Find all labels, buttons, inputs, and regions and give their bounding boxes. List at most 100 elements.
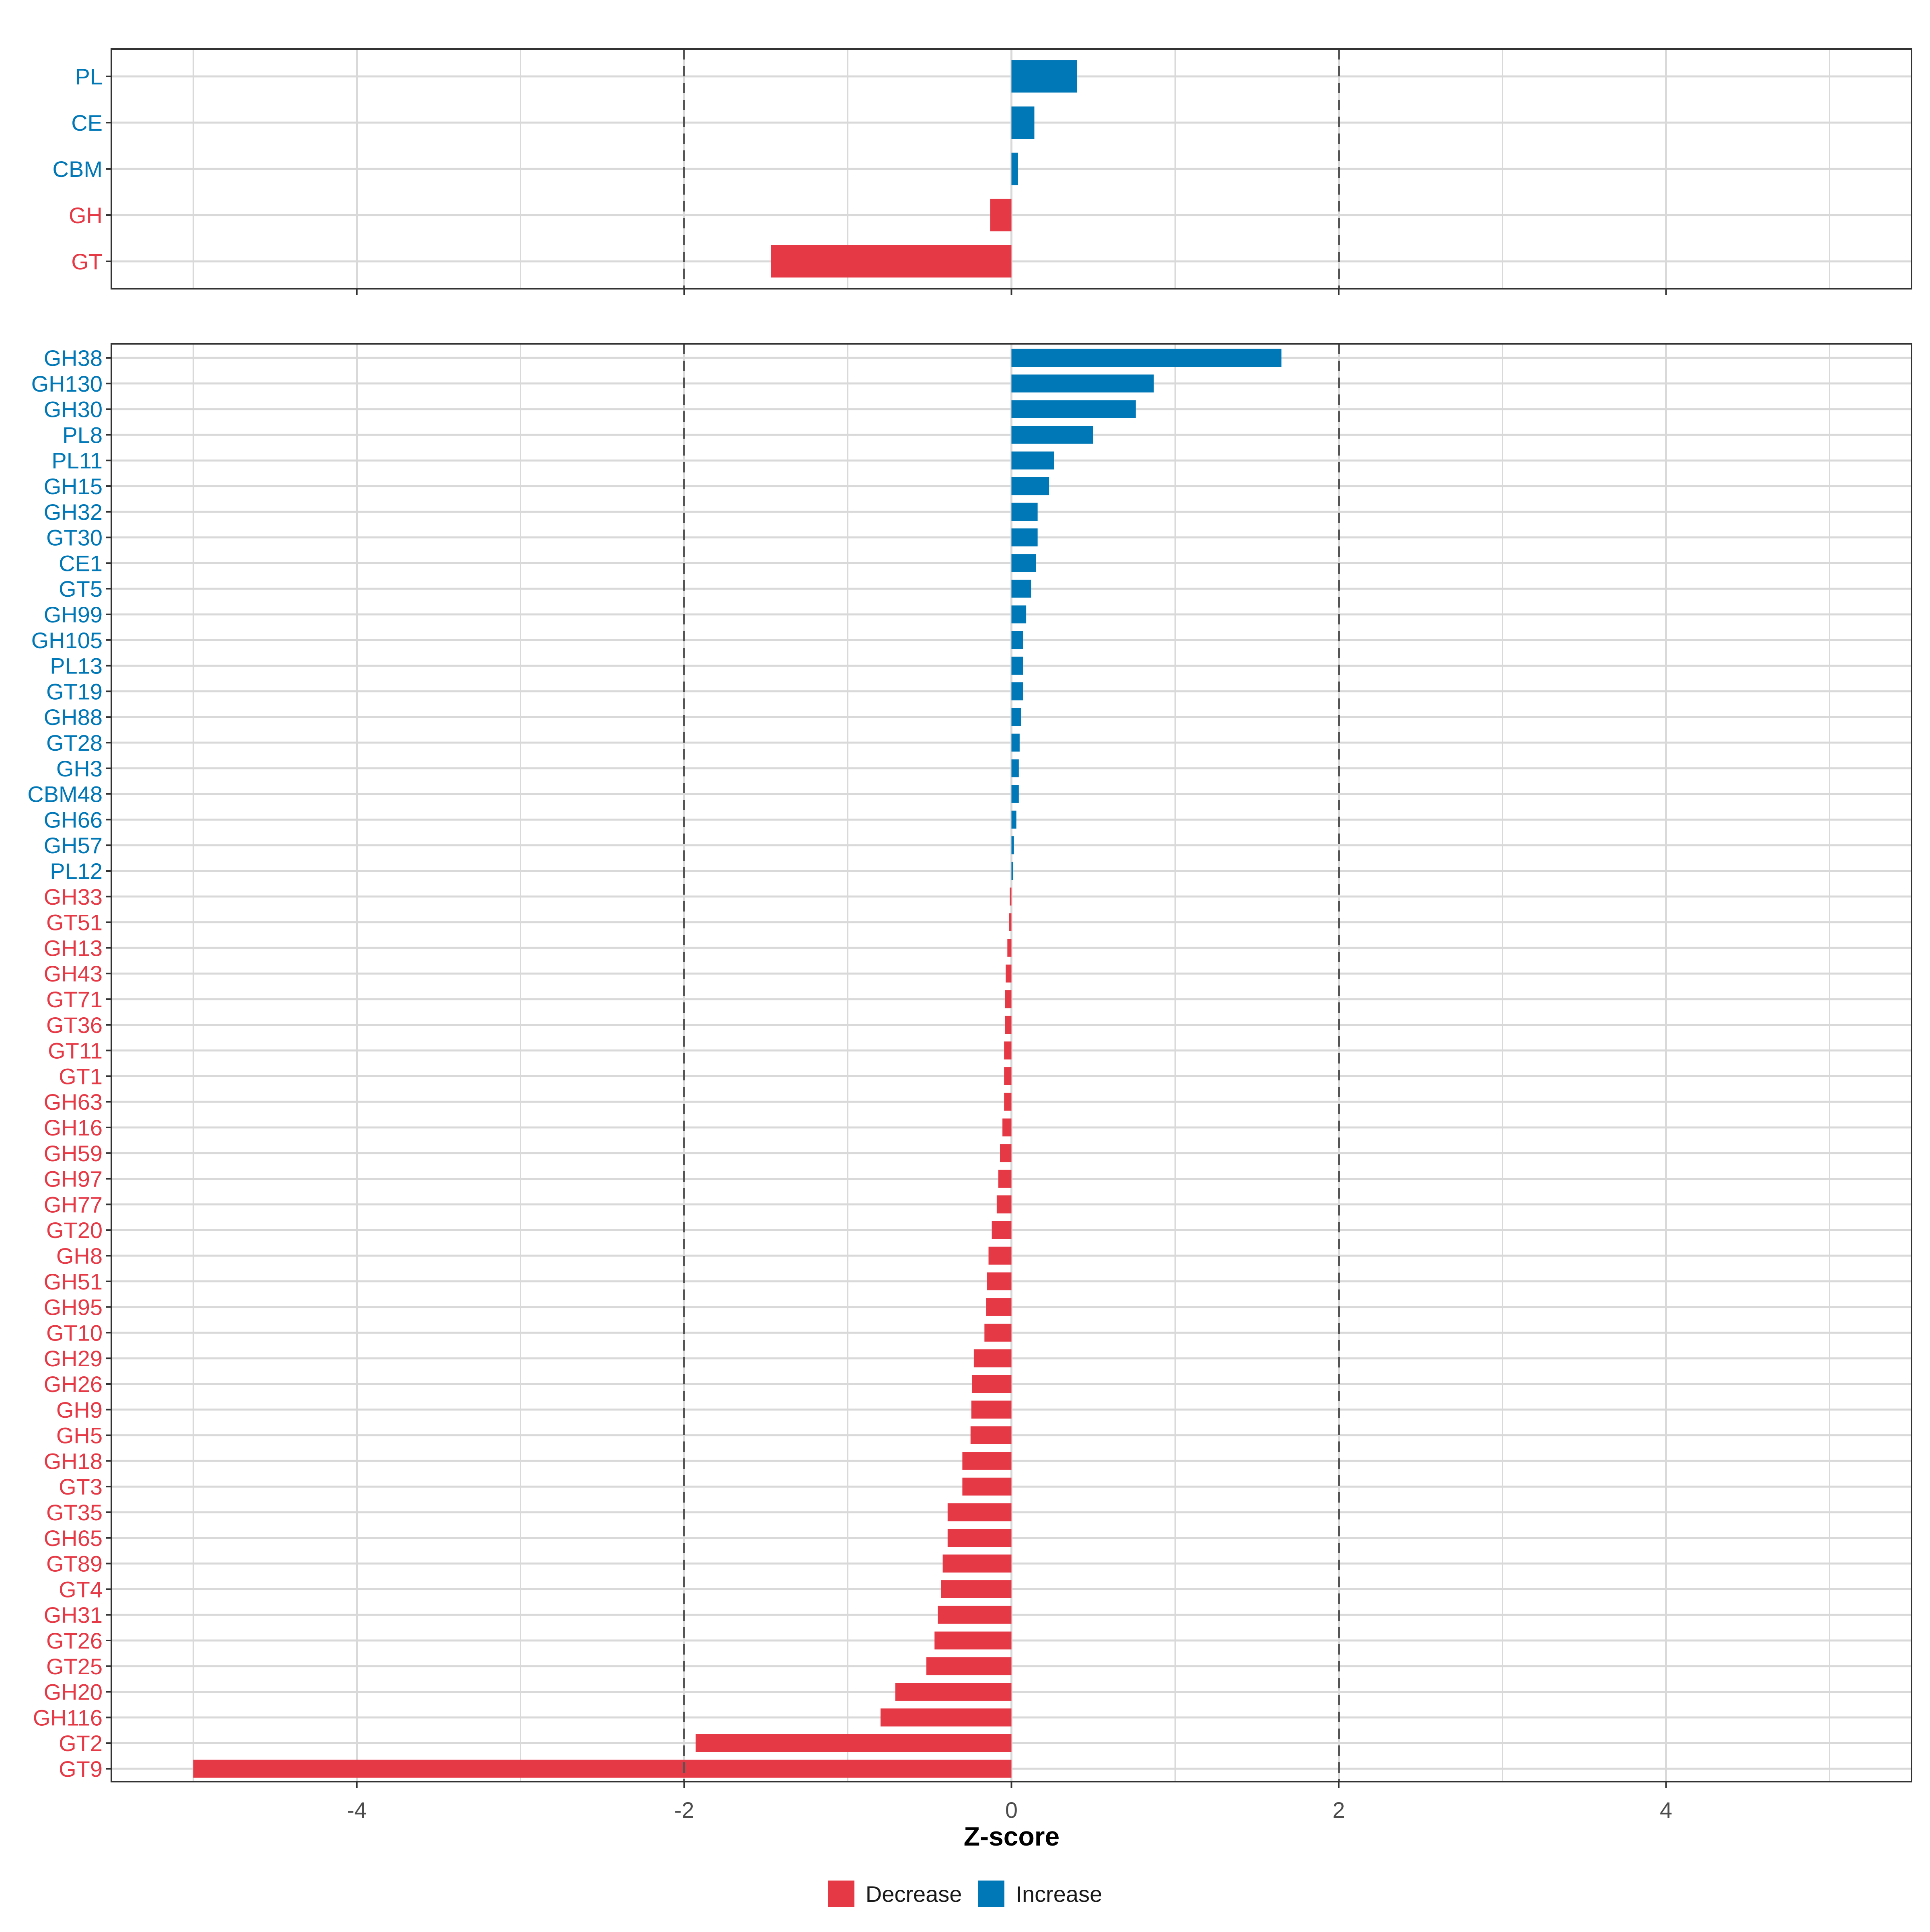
bar-gt71 [1005, 990, 1012, 1008]
y-label-ce1: CE1 [59, 550, 103, 576]
y-label-gh97: GH97 [44, 1166, 103, 1192]
y-label-gt20: GT20 [46, 1218, 103, 1243]
y-label-gt71: GT71 [46, 987, 103, 1012]
y-label-gh5: GH5 [56, 1423, 103, 1448]
y-label-gt9: GT9 [59, 1756, 103, 1782]
bar-gh5 [970, 1426, 1012, 1444]
y-label-gh95: GH95 [44, 1295, 103, 1320]
legend-swatch-increase [978, 1881, 1005, 1907]
bar-gh66 [1011, 811, 1016, 829]
legend: Decrease Increase [0, 1874, 1930, 1914]
bar-ce1 [1011, 554, 1036, 572]
y-label-gh26: GH26 [44, 1371, 103, 1397]
y-label-gh77: GH77 [44, 1192, 103, 1217]
bar-pl13 [1011, 657, 1023, 675]
bar-gh3 [1011, 759, 1019, 778]
bar-gt [771, 245, 1012, 278]
y-label-gt11: GT11 [48, 1038, 103, 1064]
y-label-gh18: GH18 [44, 1448, 103, 1474]
bar-gh9 [971, 1400, 1012, 1419]
bar-ce [1011, 106, 1035, 139]
y-label-gt1: GT1 [59, 1064, 103, 1089]
y-label-cbm48: CBM48 [27, 782, 103, 807]
y-label-gt35: GT35 [46, 1500, 103, 1525]
y-label-gt4: GT4 [59, 1577, 103, 1602]
bar-gh59 [1000, 1144, 1012, 1162]
y-label-pl11: PL11 [51, 448, 103, 473]
bar-gt4 [941, 1580, 1012, 1598]
y-label-gh51: GH51 [44, 1269, 103, 1294]
bar-gh77 [996, 1195, 1012, 1213]
y-label-gh: GH [69, 203, 103, 228]
bar-gh116 [880, 1708, 1012, 1727]
y-label-gh130: GH130 [31, 371, 103, 396]
bar-gt3 [962, 1477, 1012, 1496]
bar-gt9 [193, 1760, 1012, 1778]
bar-gh95 [986, 1298, 1012, 1316]
y-label-gh43: GH43 [44, 961, 103, 986]
bar-pl [1011, 60, 1077, 93]
bar-gh13 [1007, 939, 1012, 957]
y-label-gt36: GT36 [46, 1012, 103, 1038]
y-label-gh8: GH8 [56, 1243, 103, 1269]
bar-gt36 [1005, 1016, 1012, 1034]
y-label-gh65: GH65 [44, 1525, 103, 1551]
bar-gh26 [972, 1375, 1012, 1393]
bar-gh51 [987, 1272, 1012, 1291]
bar-pl12 [1011, 862, 1013, 880]
y-label-gh31: GH31 [44, 1602, 103, 1628]
bar-gh99 [1011, 605, 1027, 624]
bar-gh38 [1011, 349, 1282, 367]
y-label-gt10: GT10 [46, 1320, 103, 1345]
legend-label-decrease: Decrease [865, 1881, 962, 1907]
legend-item-decrease: Decrease [827, 1881, 962, 1907]
y-label-gt19: GT19 [46, 679, 103, 704]
y-label-pl8: PL8 [62, 422, 103, 448]
x-axis-title: Z-score [964, 1821, 1059, 1851]
bar-gt1 [1004, 1067, 1012, 1085]
y-label-gh105: GH105 [31, 628, 103, 653]
y-label-gh3: GH3 [56, 756, 103, 781]
bar-gh88 [1011, 708, 1021, 726]
y-label-gh30: GH30 [44, 397, 103, 422]
bar-gt5 [1011, 579, 1031, 598]
y-label-gt2: GT2 [59, 1731, 103, 1756]
y-label-gh9: GH9 [56, 1397, 103, 1423]
y-label-gt26: GT26 [46, 1628, 103, 1653]
y-label-gh63: GH63 [44, 1089, 103, 1115]
bar-gt20 [992, 1221, 1012, 1239]
bar-gh32 [1011, 503, 1038, 521]
legend-item-increase: Increase [978, 1881, 1102, 1907]
x-tick-label: -4 [347, 1797, 367, 1823]
bar-gt89 [942, 1554, 1012, 1573]
y-label-pl: PL [75, 64, 103, 89]
bar-gt11 [1004, 1041, 1012, 1059]
bar-gt25 [926, 1657, 1012, 1675]
y-label-pl13: PL13 [50, 653, 103, 679]
bar-pl8 [1011, 426, 1093, 444]
y-label-gt3: GT3 [59, 1474, 103, 1499]
y-label-gh13: GH13 [44, 935, 103, 961]
bar-gt26 [934, 1631, 1012, 1650]
y-label-gh66: GH66 [44, 807, 103, 832]
bar-gh [990, 199, 1012, 232]
y-label-gh32: GH32 [44, 499, 103, 525]
y-label-gh29: GH29 [44, 1346, 103, 1371]
y-label-gh116: GH116 [33, 1705, 103, 1730]
y-label-pl12: PL12 [50, 858, 103, 884]
bar-cbm48 [1011, 785, 1019, 803]
bar-gt35 [947, 1503, 1012, 1521]
bar-gh43 [1006, 964, 1012, 983]
y-label-ce: CE [71, 110, 103, 136]
y-label-gh59: GH59 [44, 1141, 103, 1166]
x-tick-label: 0 [1005, 1797, 1018, 1823]
y-label-gt51: GT51 [46, 910, 103, 935]
x-tick-label: 4 [1660, 1797, 1672, 1823]
y-label-gt5: GT5 [59, 576, 103, 602]
bar-gh30 [1011, 400, 1136, 418]
y-label-gt30: GT30 [46, 525, 103, 550]
y-label-gh88: GH88 [44, 704, 103, 730]
bar-gh8 [988, 1246, 1012, 1265]
bar-gh18 [962, 1452, 1012, 1470]
